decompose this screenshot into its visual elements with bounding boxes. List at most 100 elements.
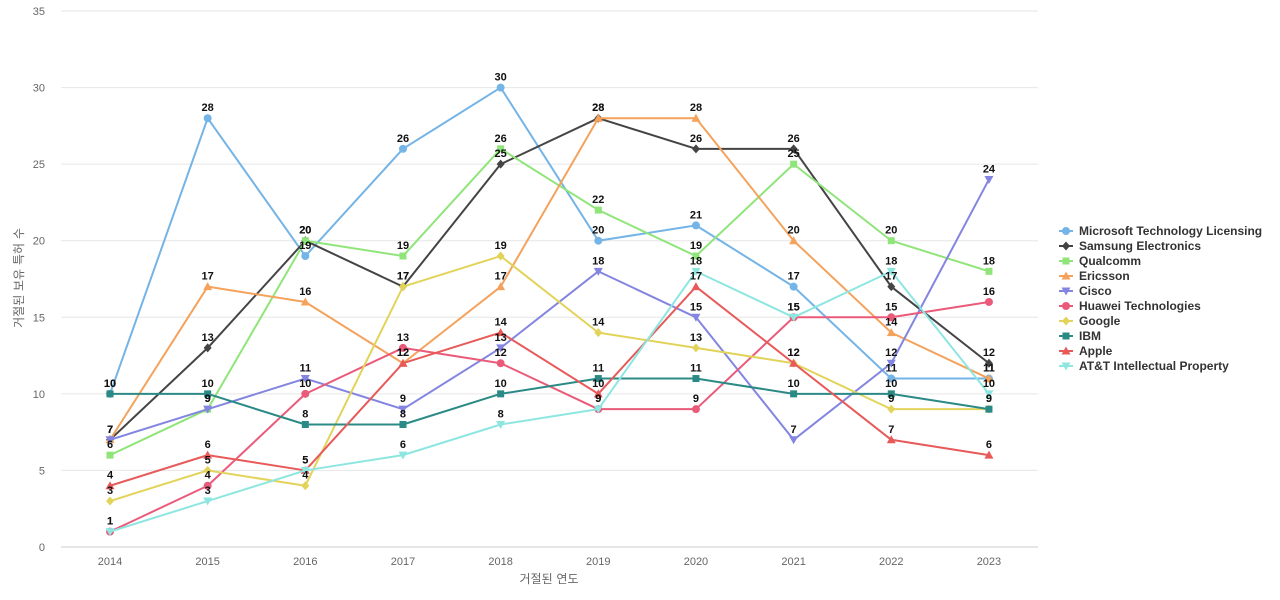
data-point[interactable] — [301, 481, 310, 491]
data-point[interactable] — [398, 405, 408, 414]
data-point[interactable] — [398, 358, 408, 367]
data-point[interactable] — [789, 313, 799, 322]
data-point[interactable] — [301, 389, 310, 398]
data-point[interactable] — [887, 313, 896, 322]
data-point[interactable] — [691, 313, 701, 322]
data-point[interactable] — [691, 405, 700, 414]
legend-item[interactable]: Microsoft Technology Licensing — [1059, 224, 1262, 238]
data-point[interactable] — [887, 282, 896, 292]
data-point[interactable] — [984, 450, 994, 459]
data-point[interactable] — [984, 390, 994, 399]
data-point[interactable] — [301, 237, 309, 245]
data-point[interactable] — [593, 405, 603, 414]
data-point[interactable] — [497, 390, 505, 398]
data-point[interactable] — [105, 436, 115, 445]
data-point[interactable] — [594, 375, 602, 383]
data-point[interactable] — [301, 420, 309, 428]
data-point[interactable] — [887, 404, 896, 414]
data-point[interactable] — [203, 114, 212, 123]
data-point[interactable] — [496, 344, 506, 353]
data-point[interactable] — [399, 420, 407, 428]
data-point[interactable] — [887, 374, 896, 383]
series-line[interactable] — [109, 147, 990, 457]
data-point[interactable] — [496, 83, 505, 92]
data-point[interactable] — [984, 358, 993, 368]
data-point[interactable] — [594, 206, 602, 214]
data-point[interactable] — [594, 328, 603, 338]
series-line[interactable] — [109, 86, 989, 395]
data-point[interactable] — [496, 251, 505, 261]
data-point[interactable] — [790, 390, 798, 398]
data-point[interactable] — [789, 236, 799, 245]
data-point[interactable] — [398, 451, 408, 460]
data-point[interactable] — [594, 236, 603, 245]
data-point[interactable] — [985, 405, 993, 413]
legend-item[interactable]: Google — [1059, 314, 1121, 328]
data-point[interactable] — [886, 267, 896, 276]
data-point[interactable] — [886, 328, 896, 337]
data-point[interactable] — [887, 390, 895, 398]
data-point[interactable] — [789, 144, 798, 154]
data-point[interactable] — [593, 389, 603, 398]
data-point[interactable] — [203, 497, 213, 506]
data-point[interactable] — [300, 375, 310, 384]
data-point[interactable] — [496, 159, 505, 169]
data-point[interactable] — [692, 375, 700, 383]
series-line[interactable] — [110, 377, 990, 426]
data-point[interactable] — [204, 390, 212, 398]
data-point[interactable] — [106, 451, 114, 459]
data-point[interactable] — [301, 252, 310, 261]
data-point[interactable] — [984, 297, 993, 306]
data-point[interactable] — [691, 144, 700, 154]
series-line[interactable] — [109, 255, 989, 503]
legend-item[interactable]: Ericsson — [1059, 269, 1130, 283]
data-point[interactable] — [203, 481, 212, 490]
data-point[interactable] — [497, 145, 505, 153]
data-point[interactable] — [496, 282, 506, 291]
data-point[interactable] — [496, 359, 505, 368]
legend-item[interactable]: IBM — [1059, 329, 1101, 343]
data-point[interactable] — [985, 267, 993, 275]
data-point[interactable] — [399, 252, 407, 260]
data-point[interactable] — [886, 435, 896, 444]
data-point[interactable] — [984, 374, 994, 383]
legend-item[interactable]: Cisco — [1059, 284, 1112, 298]
data-point[interactable] — [300, 297, 310, 306]
legend-item[interactable]: AT&T Intellectual Property — [1059, 359, 1229, 373]
data-point[interactable] — [691, 343, 700, 353]
data-point[interactable] — [105, 481, 115, 490]
data-point[interactable] — [106, 496, 114, 506]
data-point[interactable] — [300, 466, 310, 475]
series-line[interactable] — [109, 270, 990, 533]
data-point[interactable] — [593, 113, 603, 122]
legend-item[interactable]: Apple — [1059, 344, 1113, 358]
data-point[interactable] — [203, 465, 212, 475]
data-point[interactable] — [203, 450, 213, 459]
data-point[interactable] — [886, 359, 896, 368]
legend-item[interactable]: Samsung Electronics — [1059, 239, 1201, 253]
data-point[interactable] — [789, 282, 798, 291]
data-point[interactable] — [887, 237, 895, 245]
data-point[interactable] — [692, 252, 700, 260]
data-point[interactable] — [789, 436, 799, 445]
data-point[interactable] — [984, 175, 994, 184]
legend-item[interactable]: Huawei Technologies — [1059, 299, 1201, 313]
data-point[interactable] — [203, 343, 212, 353]
data-point[interactable] — [593, 267, 603, 276]
data-point[interactable] — [203, 282, 213, 291]
legend-item[interactable]: Qualcomm — [1059, 254, 1141, 268]
data-point[interactable] — [398, 282, 407, 292]
data-point[interactable] — [496, 328, 506, 337]
data-point[interactable] — [398, 144, 407, 153]
data-point[interactable] — [691, 282, 701, 291]
data-point[interactable] — [106, 390, 114, 398]
data-point[interactable] — [203, 405, 213, 414]
data-point[interactable] — [105, 528, 115, 537]
data-point[interactable] — [790, 160, 798, 168]
data-point[interactable] — [496, 420, 506, 429]
data-point[interactable] — [691, 113, 701, 122]
data-point[interactable] — [691, 267, 701, 276]
data-point[interactable] — [398, 343, 407, 352]
data-point[interactable] — [789, 358, 799, 367]
